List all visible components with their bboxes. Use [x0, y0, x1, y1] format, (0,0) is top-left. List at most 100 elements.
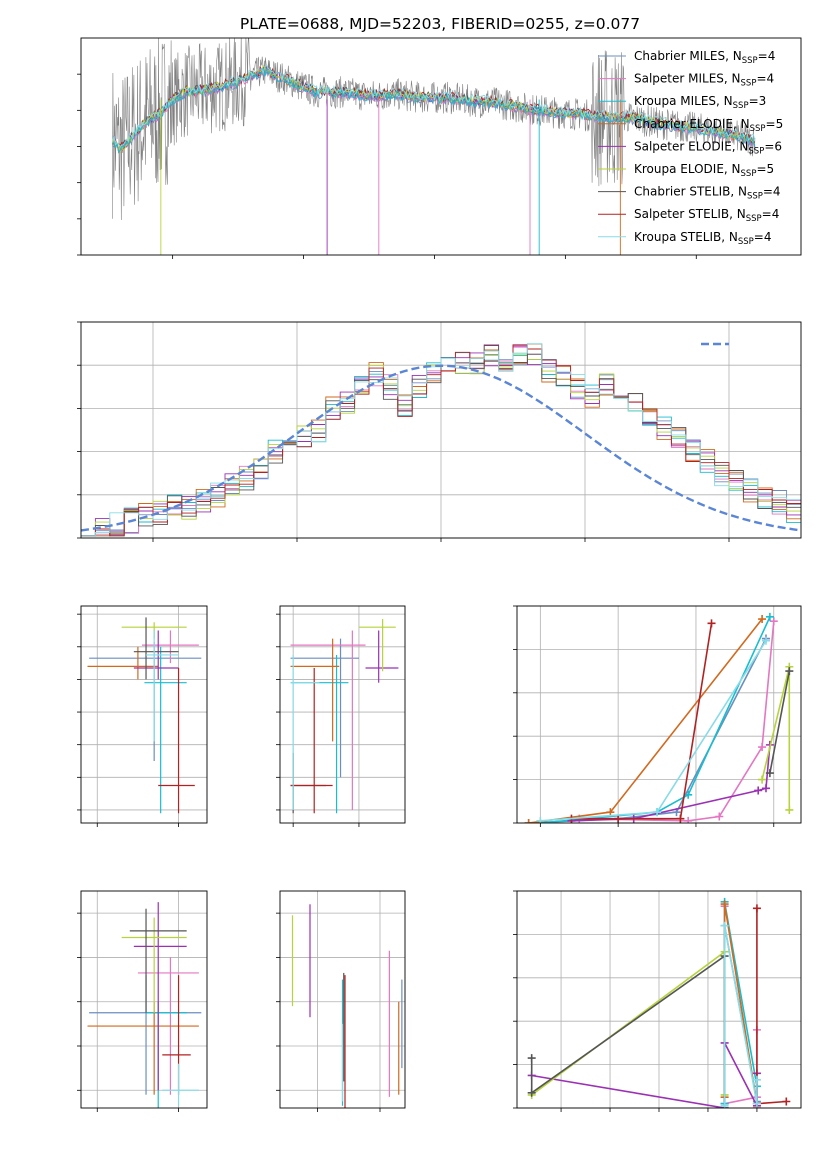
mass-weight-line	[723, 925, 758, 1106]
legend-subscript: SSP	[748, 146, 764, 156]
legend-label: Kroupa MILES, N	[634, 94, 733, 108]
data-point-marker	[765, 769, 774, 778]
residuals-panel	[77, 321, 802, 542]
data-point-marker	[761, 636, 770, 645]
plot-area	[291, 904, 403, 1108]
legend-entry: Salpeter ELODIE, NSSP=6	[634, 139, 782, 156]
legend-label: Kroupa ELODIE, N	[634, 162, 741, 176]
legend-label: Salpeter STELIB, N	[634, 207, 746, 221]
legend-subscript: SSP	[746, 214, 762, 224]
plot-area	[87, 617, 202, 814]
axes-frame	[80, 37, 802, 256]
mass-weight-line	[540, 616, 771, 823]
mass-weight-line	[571, 623, 713, 820]
residual-histogram	[81, 343, 801, 537]
data-point-marker	[614, 814, 623, 823]
age-vs-metallicity-panel	[77, 605, 208, 827]
model-spectrum-line	[112, 66, 756, 154]
axes-frame	[279, 605, 406, 824]
axes-frame	[80, 890, 208, 1109]
legend-entry: Salpeter MILES, NSSP=4	[634, 72, 774, 89]
legend-label: Salpeter MILES, N	[634, 72, 741, 86]
data-point-marker	[782, 1097, 791, 1106]
data-point-marker	[754, 786, 763, 795]
data-point-marker	[758, 615, 767, 624]
data-point-marker	[761, 784, 770, 793]
legend-label: Salpeter ELODIE, N	[634, 139, 748, 153]
data-point-marker	[752, 904, 761, 913]
axes-frame	[80, 321, 802, 539]
legend-subscript: SSP	[741, 79, 757, 89]
plot-area	[524, 612, 794, 823]
legend-subscript: SSP	[738, 237, 754, 247]
legend-subscript: SSP	[733, 101, 749, 111]
legend-value: =3	[749, 94, 767, 108]
legend-value: =4	[758, 49, 776, 63]
data-point-marker	[715, 812, 724, 821]
data-point-marker	[758, 775, 767, 784]
data-point-marker	[720, 900, 729, 909]
plot-area	[81, 343, 801, 537]
data-point-marker	[653, 808, 662, 817]
data-point-marker	[684, 816, 693, 823]
mass-weight-line	[540, 640, 767, 822]
axes-frame	[80, 605, 208, 824]
legend-entry: Kroupa ELODIE, NSSP=5	[634, 162, 774, 179]
legend-subscript: SSP	[747, 192, 763, 202]
legend-label: Chabrier MILES, N	[634, 49, 742, 63]
data-point-marker	[765, 612, 774, 621]
data-point-marker	[684, 790, 693, 799]
legend-value: =4	[754, 230, 772, 244]
legend-value: =4	[762, 207, 780, 221]
legend-entry: Chabrier MILES, NSSP=4	[634, 49, 775, 66]
legend-entry: Chabrier ELODIE, NSSP=5	[634, 117, 783, 134]
mass-vs-ebv-panel	[276, 890, 406, 1112]
residual-histogram	[81, 344, 801, 537]
legend-value: =4	[763, 185, 781, 199]
mass-weight-line	[769, 670, 791, 774]
normal-distribution-curve	[81, 364, 801, 532]
legend-entry: Chabrier STELIB, NSSP=4	[634, 185, 781, 202]
mass-weight-line	[579, 621, 775, 822]
legend-subscript: SSP	[741, 169, 757, 179]
axes-frame	[516, 890, 802, 1109]
legend-entry: Kroupa STELIB, NSSP=4	[634, 230, 772, 247]
mass-weight-vs-age-panel	[513, 605, 802, 827]
data-point-marker	[720, 921, 729, 930]
legend-value: =4	[756, 72, 774, 86]
data-point-marker	[524, 819, 533, 823]
axes-frame	[516, 605, 802, 824]
data-point-marker	[527, 1088, 536, 1097]
mass-weight-line	[531, 950, 726, 1096]
mass-weight-vs-metallicity-panel	[513, 890, 802, 1112]
mass-weight-line	[756, 908, 787, 1105]
legend-subscript: SSP	[742, 56, 758, 66]
model-spectrum-line	[111, 64, 756, 148]
mass-weight-line	[531, 1042, 758, 1108]
data-point-marker	[785, 667, 794, 676]
figure-title: PLATE=0688, MJD=52203, FIBERID=0255, z=0…	[240, 15, 640, 33]
data-point-marker	[707, 619, 716, 628]
data-point-marker	[752, 1075, 761, 1084]
data-point-marker	[758, 743, 767, 752]
plot-area	[527, 897, 791, 1108]
legend-value: =6	[764, 139, 782, 153]
data-point-marker	[536, 816, 545, 823]
mass-weight-line	[528, 638, 767, 823]
legend-subscript: SSP	[750, 124, 766, 134]
data-point-marker	[720, 1101, 729, 1108]
legend-label: Kroupa STELIB, N	[634, 230, 738, 244]
legend-entry: Salpeter STELIB, NSSP=4	[634, 207, 779, 224]
plot-area	[290, 619, 399, 814]
data-point-marker	[752, 1099, 761, 1108]
data-point-marker	[785, 805, 794, 814]
axes-frame	[279, 890, 406, 1109]
legend-label: Chabrier STELIB, N	[634, 185, 747, 199]
mass-vs-metallicity-panel	[77, 890, 208, 1112]
plot-area	[87, 902, 202, 1108]
data-point-marker	[527, 1054, 536, 1063]
mass-weight-line	[530, 954, 726, 1108]
data-point-marker	[676, 814, 685, 823]
